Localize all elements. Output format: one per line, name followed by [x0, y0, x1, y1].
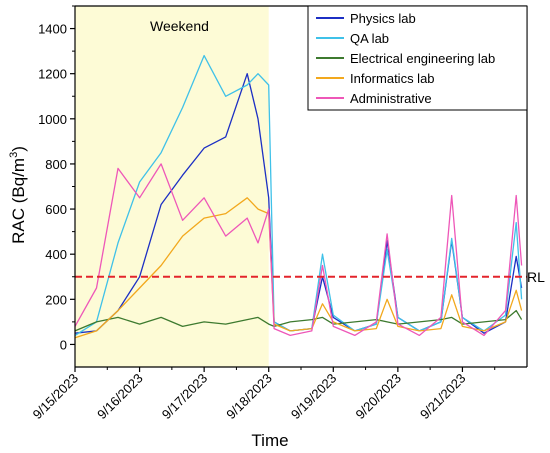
legend-label-1: QA lab: [350, 31, 389, 46]
y-tick-label-4: 800: [45, 157, 67, 172]
y-tick-label-7: 1400: [38, 22, 67, 37]
x-tick-label-1: 9/16/2023: [94, 371, 146, 423]
x-tick-label-2: 9/17/2023: [159, 371, 211, 423]
legend-label-0: Physics lab: [350, 11, 416, 26]
x-tick-label-0: 9/15/2023: [30, 371, 82, 423]
y-tick-label-1: 200: [45, 292, 67, 307]
y-tick-label-2: 400: [45, 247, 67, 262]
y-axis-title-tail: ): [9, 146, 28, 152]
y-tick-label-5: 1000: [38, 112, 67, 127]
legend-label-4: Administrative: [350, 91, 432, 106]
x-tick-label-6: 9/21/2023: [417, 371, 469, 423]
x-axis-title: Time: [251, 431, 288, 450]
shaded-region-label: Weekend: [150, 18, 209, 34]
weekend-shaded-region: [75, 6, 269, 367]
y-tick-label-0: 0: [60, 337, 67, 352]
x-tick-label-4: 9/19/2023: [288, 371, 340, 423]
legend-label-3: Informatics lab: [350, 71, 435, 86]
x-tick-label-3: 9/18/2023: [223, 371, 275, 423]
y-tick-label-6: 1200: [38, 67, 67, 82]
legend-label-2: Electrical engineering lab: [350, 51, 495, 66]
y-axis-title-main: RAC (Bq/m: [9, 158, 28, 244]
y-tick-label-3: 600: [45, 202, 67, 217]
reference-line-label: RL: [527, 269, 545, 285]
y-axis-title: RAC (Bq/m3): [8, 146, 28, 244]
x-tick-label-5: 9/20/2023: [352, 371, 404, 423]
